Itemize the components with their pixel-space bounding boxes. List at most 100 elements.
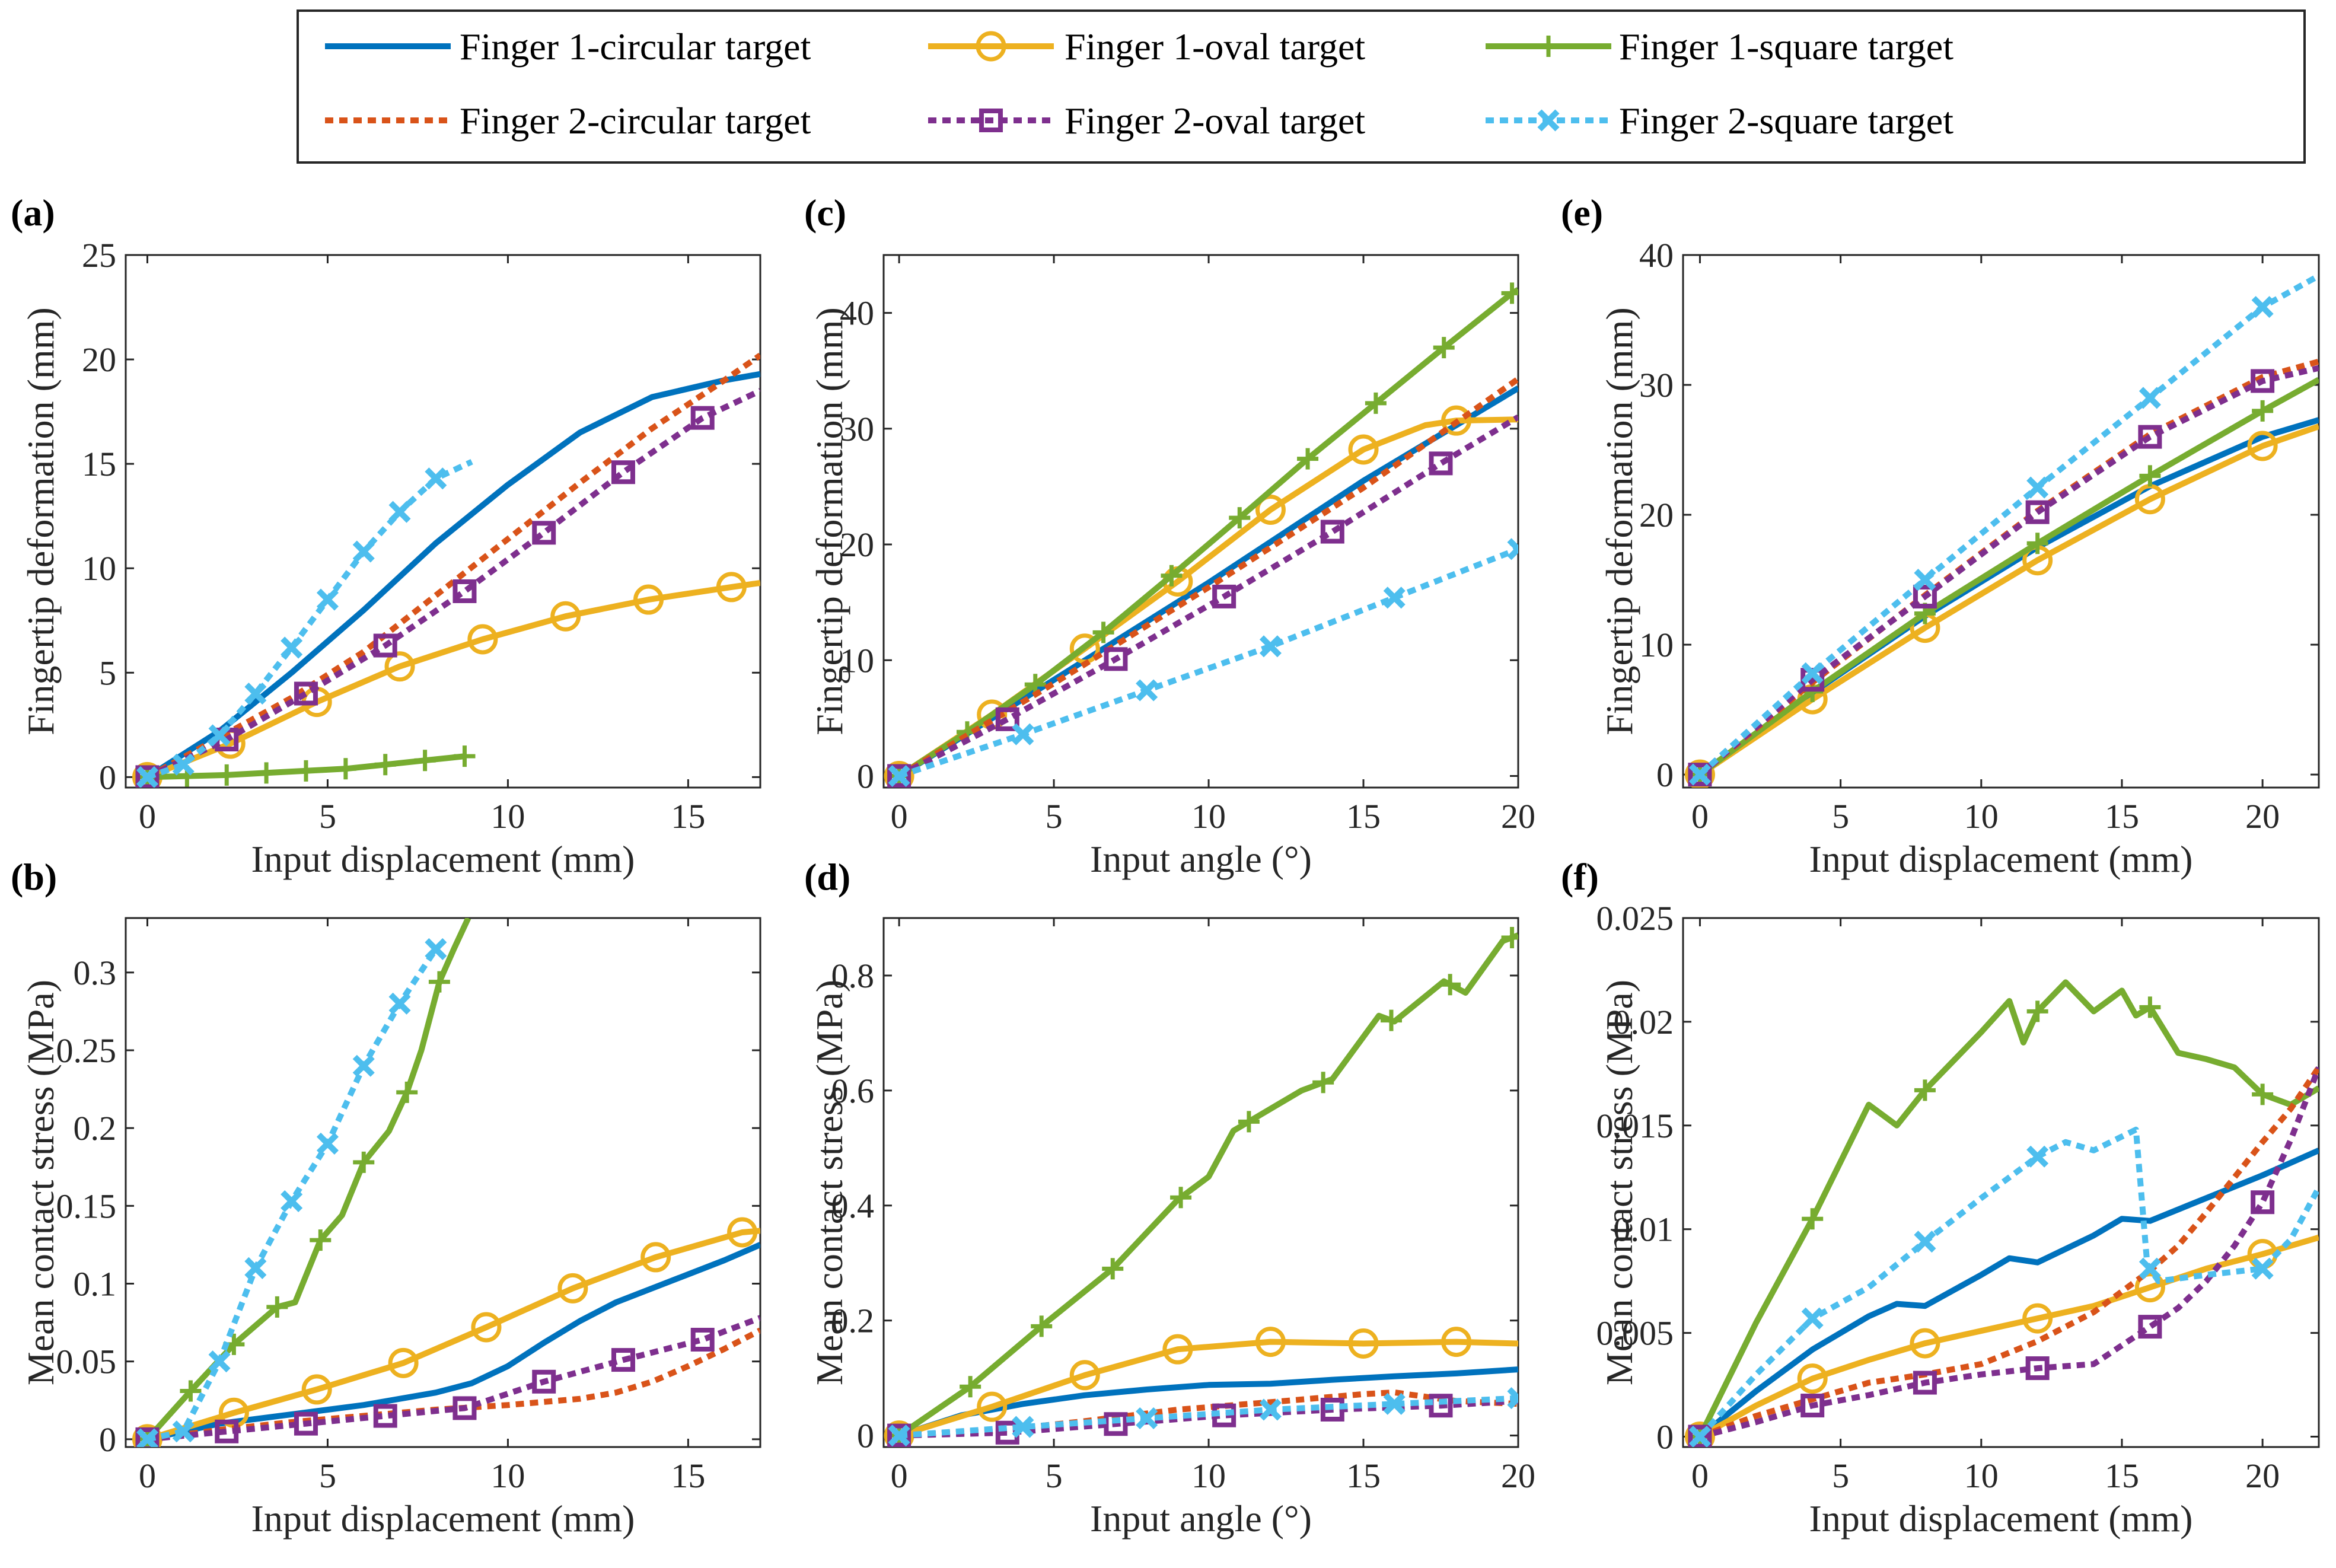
y-axis-label: Mean contact stress (MPa)	[20, 980, 62, 1385]
series-line-f1c	[145, 371, 760, 780]
y-tick-label: 40	[840, 294, 874, 333]
data-point-f2s	[316, 588, 339, 611]
data-point-f1s	[2026, 1000, 2048, 1022]
series-line-f1o	[146, 579, 760, 780]
y-tick-label: 0.25	[56, 1031, 117, 1070]
data-point-f1s	[2026, 533, 2048, 554]
data-point-f2s	[1688, 1425, 1711, 1447]
data-point-f2o	[1913, 585, 1937, 609]
data-point-f2o	[887, 764, 912, 788]
x-tick-label: 5	[319, 1457, 336, 1495]
data-point-f2s	[316, 1132, 339, 1155]
data-point-f2s	[1688, 763, 1711, 786]
data-point-f2o	[373, 1404, 397, 1428]
plot-area	[1684, 979, 2319, 1447]
data-point-f1s	[374, 754, 396, 776]
data-point-f1s	[256, 762, 278, 784]
data-point-f1s	[1312, 1072, 1334, 1094]
data-point-f1s	[334, 758, 356, 780]
data-point-f2o	[2251, 369, 2275, 393]
data-point-f1o	[884, 760, 914, 788]
x-tick-label: 5	[319, 797, 336, 836]
legend-entry-f2c: Finger 2-circular target	[325, 100, 811, 142]
series-line-f1c	[1698, 1148, 2319, 1439]
data-point-f1o	[132, 1424, 162, 1447]
x-axis-label: Input angle (°)	[1090, 1497, 1312, 1540]
panel-e: (e) 0 5 10 15 20 0 10 20 30 40 Input displacement (…	[1561, 192, 2320, 880]
x-tick-label: 0	[139, 1457, 156, 1495]
legend-label-f1s: Finger 1-square target	[1619, 26, 1953, 68]
data-point-f2s	[2251, 296, 2274, 318]
plot-area	[132, 352, 760, 788]
data-point-f2s	[1136, 1407, 1158, 1430]
data-point-f1o	[467, 624, 498, 655]
x-tick-label: 0	[891, 1457, 908, 1495]
data-point-f2o	[611, 460, 635, 485]
data-point-f2o	[1320, 520, 1344, 544]
y-tick-label: 0.015	[1596, 1107, 1674, 1145]
data-point-f2o	[1688, 1424, 1712, 1447]
panel-f: (f) 0 5 10 15 20 0 0.005 0.01 0.015 0.02 0.025 Input…	[1561, 856, 2320, 1540]
x-tick-label: 20	[2245, 797, 2280, 836]
y-tick-label: 15	[82, 445, 116, 483]
data-point-f1o	[1348, 1328, 1379, 1359]
data-point-f1s	[310, 1229, 332, 1251]
series-line-f1c	[898, 1366, 1518, 1439]
data-point-f2s	[281, 636, 303, 659]
x-tick-label: 15	[671, 1457, 705, 1495]
data-point-f2s	[2026, 1145, 2049, 1168]
data-point-f2s	[1383, 587, 1406, 609]
data-point-f2o	[2025, 1356, 2050, 1381]
data-point-f2o	[532, 521, 556, 545]
legend-entry-f1c: Finger 1-circular target	[325, 26, 811, 68]
data-point-f1s	[353, 1151, 375, 1173]
data-point-f2s	[2139, 1257, 2161, 1280]
x-axis-label: Input angle (°)	[1090, 838, 1312, 880]
data-point-f1s	[1439, 974, 1461, 996]
y-tick-label: 0.15	[56, 1187, 117, 1225]
series-line-f1o	[898, 1338, 1518, 1439]
x-tick-label: 20	[1501, 797, 1535, 836]
x-tick-label: 10	[1964, 1457, 1999, 1495]
panel-letter: (e)	[1561, 192, 1603, 234]
data-point-f1s	[1433, 337, 1455, 359]
data-point-f1o	[1684, 1422, 1715, 1447]
data-point-f1o	[1255, 1327, 1286, 1357]
data-point-f2s	[1914, 1231, 1936, 1253]
y-tick-label: 0	[857, 1417, 874, 1455]
panel-a: (a) 0 5 10 15 0 5 10 15 20 25 Input displacement (m…	[11, 192, 761, 880]
data-point-f1s	[216, 764, 238, 786]
series-line-f2c	[146, 352, 760, 780]
data-point-f1s	[1238, 1111, 1260, 1133]
data-point-f1s	[960, 1376, 981, 1398]
series-line-f2o	[1698, 365, 2319, 777]
y-tick-label: 0.3	[74, 954, 117, 992]
data-point-f1o	[471, 1312, 502, 1343]
data-point-f2o	[1800, 1394, 1825, 1418]
data-point-f2o	[690, 1327, 715, 1352]
axes-frame	[125, 254, 761, 789]
legend-marker-f2o	[979, 109, 1003, 132]
data-point-f2o	[1688, 763, 1712, 787]
data-point-f1o	[2022, 1303, 2053, 1334]
data-point-f2o	[690, 406, 715, 430]
data-point-f2s	[1801, 1307, 1824, 1330]
series-line-f2c	[897, 376, 1518, 779]
axes-frame	[882, 917, 1519, 1448]
data-point-f2s	[281, 1190, 303, 1213]
data-point-f1s	[396, 1081, 418, 1103]
y-tick-label: 0	[1656, 756, 1674, 794]
x-tick-label: 15	[1346, 1457, 1381, 1495]
series-line-f1s	[897, 932, 1518, 1438]
data-point-f1o	[388, 1347, 419, 1378]
y-tick-label: 0.01	[1614, 1210, 1674, 1249]
series-line-f2o	[897, 415, 1518, 779]
data-point-f2s	[208, 1350, 231, 1373]
data-point-f2s	[172, 753, 195, 776]
y-tick-label: 0.6	[831, 1072, 875, 1110]
plot-area	[884, 926, 1518, 1447]
y-axis-label: Mean contact stress (MPa)	[808, 980, 850, 1385]
y-tick-label: 0.05	[56, 1343, 117, 1381]
x-tick-label: 0	[1691, 797, 1709, 836]
